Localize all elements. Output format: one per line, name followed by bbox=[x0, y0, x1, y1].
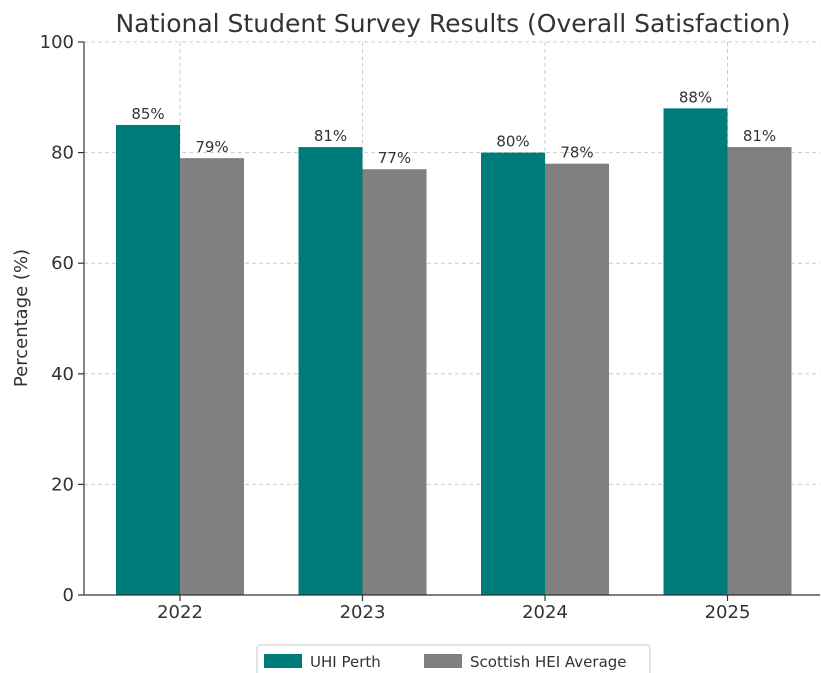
data-labels: 85% 81% 80% 88% 79% 77% 78% 81% bbox=[131, 88, 776, 167]
y-axis-label: Percentage (%) bbox=[11, 249, 32, 387]
data-label-scottish-hei-average: 77% bbox=[378, 149, 411, 167]
data-label-scottish-hei-average: 81% bbox=[743, 127, 776, 145]
legend-label-uhi-perth: UHI Perth bbox=[310, 653, 381, 671]
x-tick-label: 2024 bbox=[522, 602, 568, 623]
legend-swatch-uhi-perth bbox=[264, 654, 302, 668]
bar-scottish-hei-average bbox=[180, 158, 244, 595]
data-label-uhi-perth: 85% bbox=[131, 105, 164, 123]
data-label-uhi-perth: 81% bbox=[314, 127, 347, 145]
x-tick-label: 2023 bbox=[340, 602, 386, 623]
bar-uhi-perth bbox=[298, 147, 363, 595]
y-tick-label: 80 bbox=[51, 143, 74, 164]
bar-uhi-perth bbox=[481, 152, 545, 595]
chart-title: National Student Survey Results (Overall… bbox=[115, 9, 790, 38]
y-tick-label: 100 bbox=[40, 32, 74, 53]
data-label-uhi-perth: 80% bbox=[496, 133, 529, 151]
bar-uhi-perth bbox=[116, 124, 180, 595]
y-tick-label: 60 bbox=[51, 253, 74, 274]
x-tick-label: 2025 bbox=[705, 602, 751, 623]
bar-scottish-hei-average bbox=[727, 147, 792, 595]
x-tick-label: 2022 bbox=[157, 602, 203, 623]
bar-uhi-perth bbox=[663, 108, 728, 596]
legend-label-scottish-hei-average: Scottish HEI Average bbox=[470, 653, 627, 671]
y-axis: 0 20 40 60 80 100 bbox=[40, 32, 84, 606]
data-label-scottish-hei-average: 78% bbox=[560, 144, 593, 162]
data-label-uhi-perth: 88% bbox=[679, 88, 712, 106]
bar-scottish-hei-average bbox=[545, 163, 609, 595]
bar-scottish-hei-average bbox=[362, 169, 427, 595]
y-tick-label: 0 bbox=[63, 585, 74, 606]
y-tick-label: 20 bbox=[51, 474, 74, 495]
data-label-scottish-hei-average: 79% bbox=[195, 138, 228, 156]
x-axis: 2022 2023 2024 2025 bbox=[157, 595, 750, 623]
y-tick-label: 40 bbox=[51, 364, 74, 385]
legend: UHI Perth Scottish HEI Average bbox=[256, 644, 651, 673]
legend-swatch-scottish-hei-average bbox=[424, 654, 462, 668]
bars bbox=[116, 108, 792, 596]
